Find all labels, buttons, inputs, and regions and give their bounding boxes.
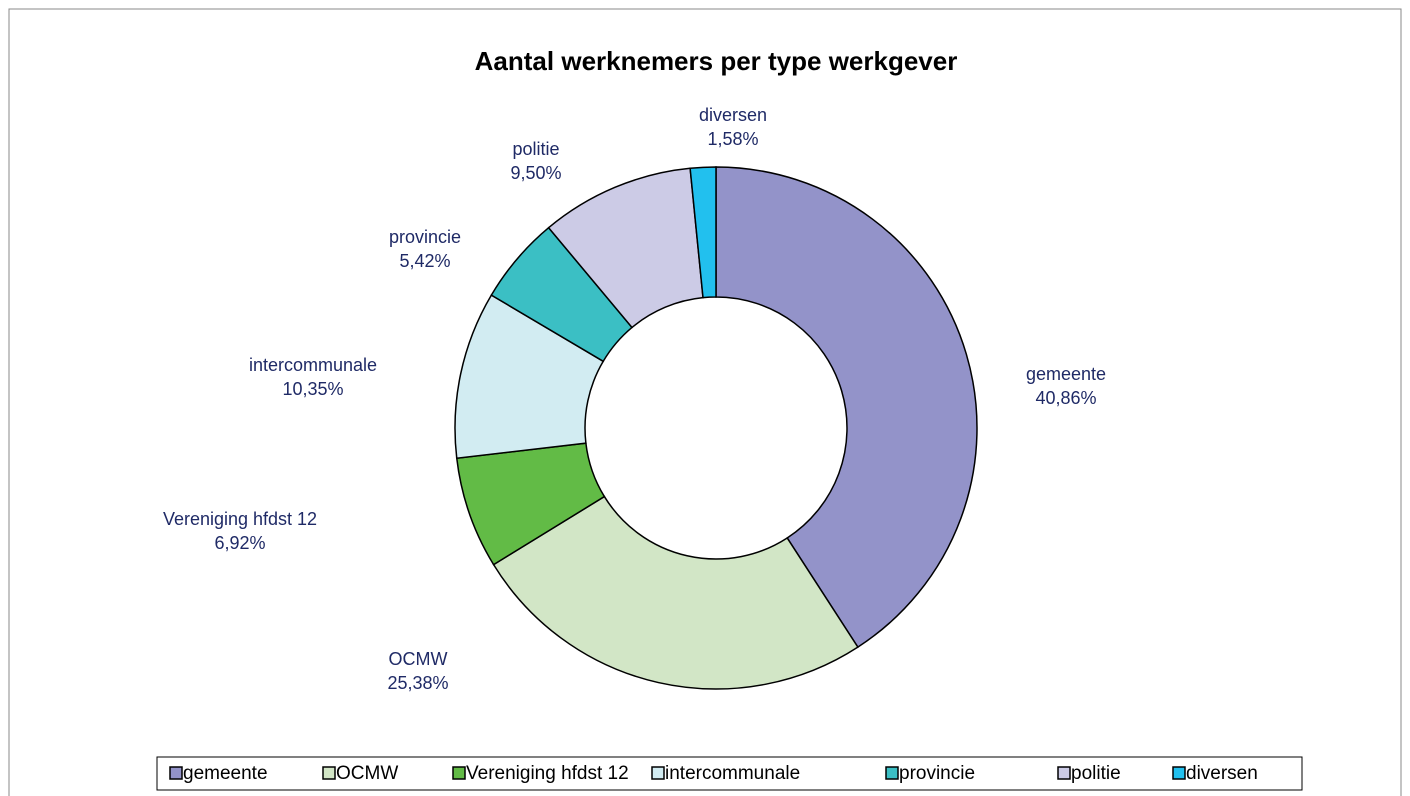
slice-label-name: Vereniging hfdst 12 bbox=[163, 509, 317, 529]
legend-label: gemeente bbox=[183, 763, 268, 784]
legend-swatch bbox=[651, 766, 665, 780]
legend-label: intercommunale bbox=[665, 763, 800, 784]
slice-label-value: 40,86% bbox=[1035, 388, 1096, 408]
donut-slice bbox=[492, 495, 859, 690]
slice-label-value: 1,58% bbox=[707, 129, 758, 149]
slice-label-name: gemeente bbox=[1026, 364, 1106, 384]
legend-label: OCMW bbox=[336, 763, 398, 784]
slice-label-value: 10,35% bbox=[282, 379, 343, 399]
donut-slice bbox=[715, 166, 978, 649]
slice-label-name: diversen bbox=[699, 105, 767, 125]
legend-swatch bbox=[452, 766, 466, 780]
chart-frame bbox=[8, 8, 1402, 796]
slice-label-value: 6,92% bbox=[214, 533, 265, 553]
legend-swatch bbox=[1057, 766, 1071, 780]
slice-label-name: provincie bbox=[389, 227, 461, 247]
legend-swatch bbox=[885, 766, 899, 780]
legend-label: Vereniging hfdst 12 bbox=[466, 763, 629, 784]
legend-swatch bbox=[322, 766, 336, 780]
slice-label-name: OCMW bbox=[389, 649, 448, 669]
slice-label-name: politie bbox=[512, 139, 559, 159]
slice-label-value: 5,42% bbox=[399, 251, 450, 271]
chart-title: Aantal werknemers per type werkgever bbox=[475, 46, 958, 76]
legend-label: diversen bbox=[1186, 763, 1258, 784]
legend-box bbox=[156, 756, 1303, 791]
legend-label: politie bbox=[1071, 763, 1121, 784]
legend-swatch bbox=[169, 766, 183, 780]
donut-slice bbox=[689, 166, 717, 299]
legend-label: provincie bbox=[899, 763, 975, 784]
slice-label-value: 9,50% bbox=[510, 163, 561, 183]
slice-label-value: 25,38% bbox=[387, 673, 448, 693]
slice-label-name: intercommunale bbox=[249, 355, 377, 375]
legend-swatch bbox=[1172, 766, 1186, 780]
